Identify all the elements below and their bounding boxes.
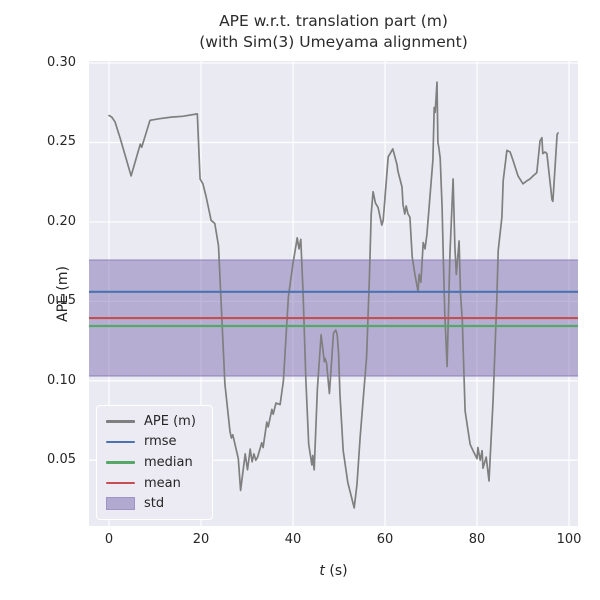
legend-label: rmse: [144, 434, 177, 450]
chart-title-line1: APE w.r.t. translation part (m): [219, 12, 448, 30]
y-tick-label: 0.05: [47, 452, 76, 468]
ape-line: [108, 81, 559, 509]
x-tick-label: 20: [192, 532, 210, 547]
legend-entry-rmse: rmse: [106, 434, 203, 449]
legend-line-swatch: [106, 461, 135, 464]
legend-line-swatch: [106, 440, 135, 444]
stat-lines-group: [89, 290, 578, 328]
chart-title: APE w.r.t. translation part (m) (with Si…: [89, 11, 578, 53]
ape-line-group: [108, 81, 559, 509]
legend-line-swatch: [106, 481, 135, 485]
legend-line-swatch: [106, 420, 135, 423]
x-tick-label: 60: [376, 532, 394, 547]
y-tick-label: 0.25: [47, 134, 76, 150]
x-axis-label: t (s): [89, 563, 578, 579]
x-tick-label: 40: [284, 532, 302, 547]
x-axis-label-unit: (s): [324, 563, 348, 579]
x-axis-label-variable: t: [319, 563, 325, 579]
chart-title-line2: (with Sim(3) Umeyama alignment): [199, 33, 468, 51]
legend-entry-mean: mean: [106, 476, 203, 491]
y-tick-label: 0.30: [47, 55, 76, 71]
x-tick-label: 80: [468, 532, 486, 547]
y-tick-label: 0.20: [47, 213, 76, 229]
legend-entry-median: median: [106, 455, 203, 470]
y-tick-label: 0.15: [47, 293, 76, 309]
legend-label: std: [144, 496, 165, 512]
legend-label: median: [144, 454, 193, 470]
legend: APE (m) rmse median mean std: [96, 405, 213, 520]
x-tick-label: 0: [104, 532, 114, 547]
legend-label: mean: [144, 475, 181, 491]
x-tick-label: 100: [556, 532, 582, 547]
legend-entry-std: std: [106, 496, 203, 511]
y-tick-label: 0.10: [47, 372, 76, 388]
legend-entry-apem: APE (m): [106, 414, 203, 429]
legend-std-patch: [106, 497, 135, 511]
legend-label: APE (m): [144, 413, 196, 429]
